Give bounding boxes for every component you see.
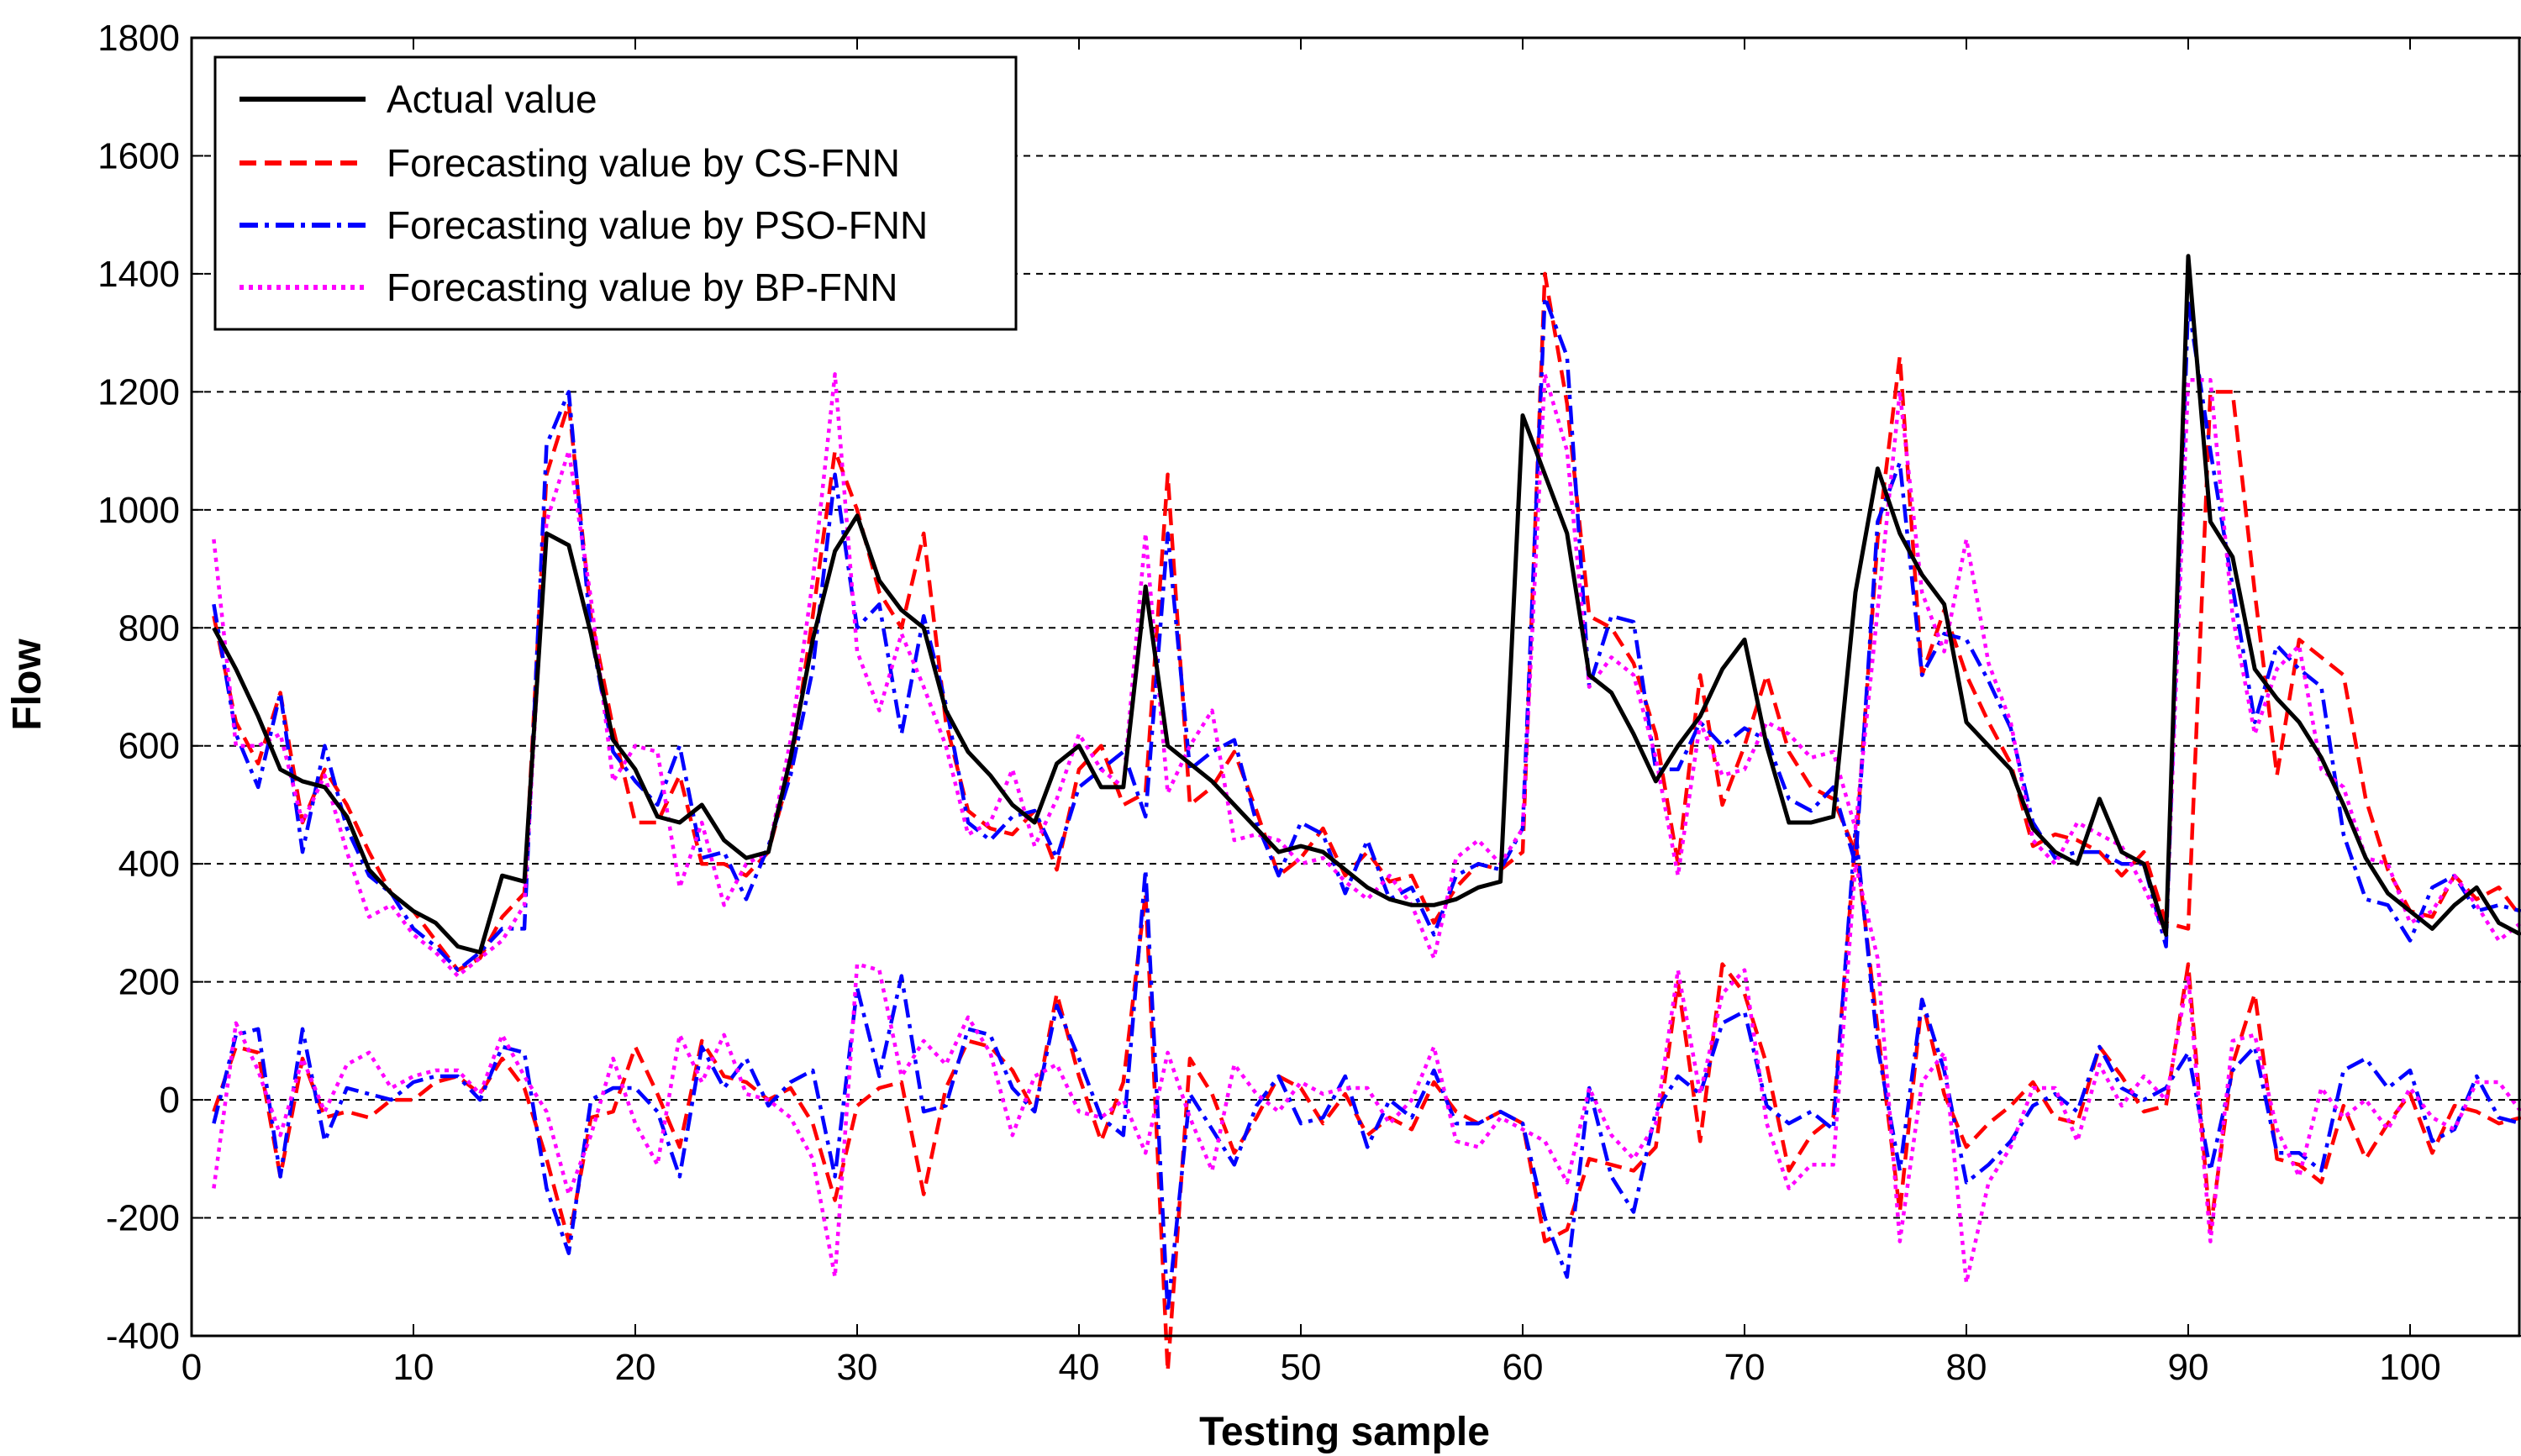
y-tick-label: 0 xyxy=(160,1080,180,1121)
y-tick-label: 200 xyxy=(118,962,180,1003)
y-axis-label: Flow xyxy=(5,639,50,731)
legend-label-cs-fnn: Forecasting value by CS-FNN xyxy=(387,141,900,185)
x-axis-label: Testing sample xyxy=(1199,1410,1490,1454)
error-series-layer xyxy=(212,826,2521,1374)
series-line-forecasting-value-by-bp-fnn xyxy=(212,372,2521,978)
x-tick-label: 90 xyxy=(2168,1347,2209,1388)
series-line-actual-value xyxy=(212,254,2521,954)
y-tick-label: 400 xyxy=(118,844,180,885)
x-tick-label: 30 xyxy=(837,1347,878,1388)
x-tick-label: 70 xyxy=(1724,1347,1766,1388)
plot-frame xyxy=(190,36,2521,1338)
y-tick-label: 1400 xyxy=(97,254,180,295)
y-tick-label: 800 xyxy=(118,607,180,649)
y-tick-label: -400 xyxy=(106,1316,180,1357)
legend-box xyxy=(213,55,1018,331)
legend-label-actual: Actual value xyxy=(387,77,597,121)
x-tick-label: 10 xyxy=(393,1347,434,1388)
y-tick-label: -200 xyxy=(106,1198,180,1239)
x-tick-label: 80 xyxy=(1946,1347,1987,1388)
x-tick-label: 40 xyxy=(1059,1347,1100,1388)
legend: Actual value Forecasting value by CS-FNN… xyxy=(213,55,1018,331)
plot-border xyxy=(190,36,2521,1338)
forecast-series-layer xyxy=(212,254,2521,978)
y-tick-label: 1800 xyxy=(97,18,180,59)
legend-label-pso-fnn: Forecasting value by PSO-FNN xyxy=(387,203,928,247)
y-tick-label: 1600 xyxy=(97,135,180,176)
x-tick-label: 0 xyxy=(182,1347,202,1388)
x-tick-label: 20 xyxy=(615,1347,656,1388)
series-line-error-bp-fnn xyxy=(212,861,2521,1285)
x-tick-label: 100 xyxy=(2379,1347,2440,1388)
y-tick-label: 600 xyxy=(118,726,180,767)
series-line-error-cs-fnn xyxy=(212,838,2521,1374)
legend-label-bp-fnn: Forecasting value by BP-FNN xyxy=(387,265,897,309)
y-tick-label: 1200 xyxy=(97,371,180,413)
series-line-error-pso-fnn xyxy=(212,826,2521,1315)
x-tick-label: 50 xyxy=(1281,1347,1322,1388)
axis-ticks: -400-20002004006008001000120014001600180… xyxy=(97,18,2521,1388)
x-tick-label: 60 xyxy=(1503,1347,1544,1388)
y-tick-label: 1000 xyxy=(97,490,180,531)
